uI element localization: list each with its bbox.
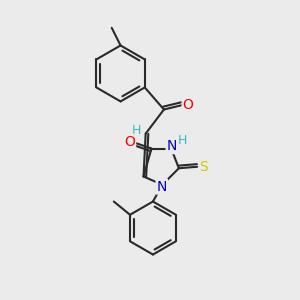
Text: N: N [167, 139, 177, 153]
Text: H: H [178, 134, 187, 147]
Text: N: N [157, 179, 167, 194]
Text: O: O [124, 135, 135, 149]
Text: S: S [199, 160, 208, 174]
Text: O: O [183, 98, 194, 112]
Text: H: H [132, 124, 141, 137]
